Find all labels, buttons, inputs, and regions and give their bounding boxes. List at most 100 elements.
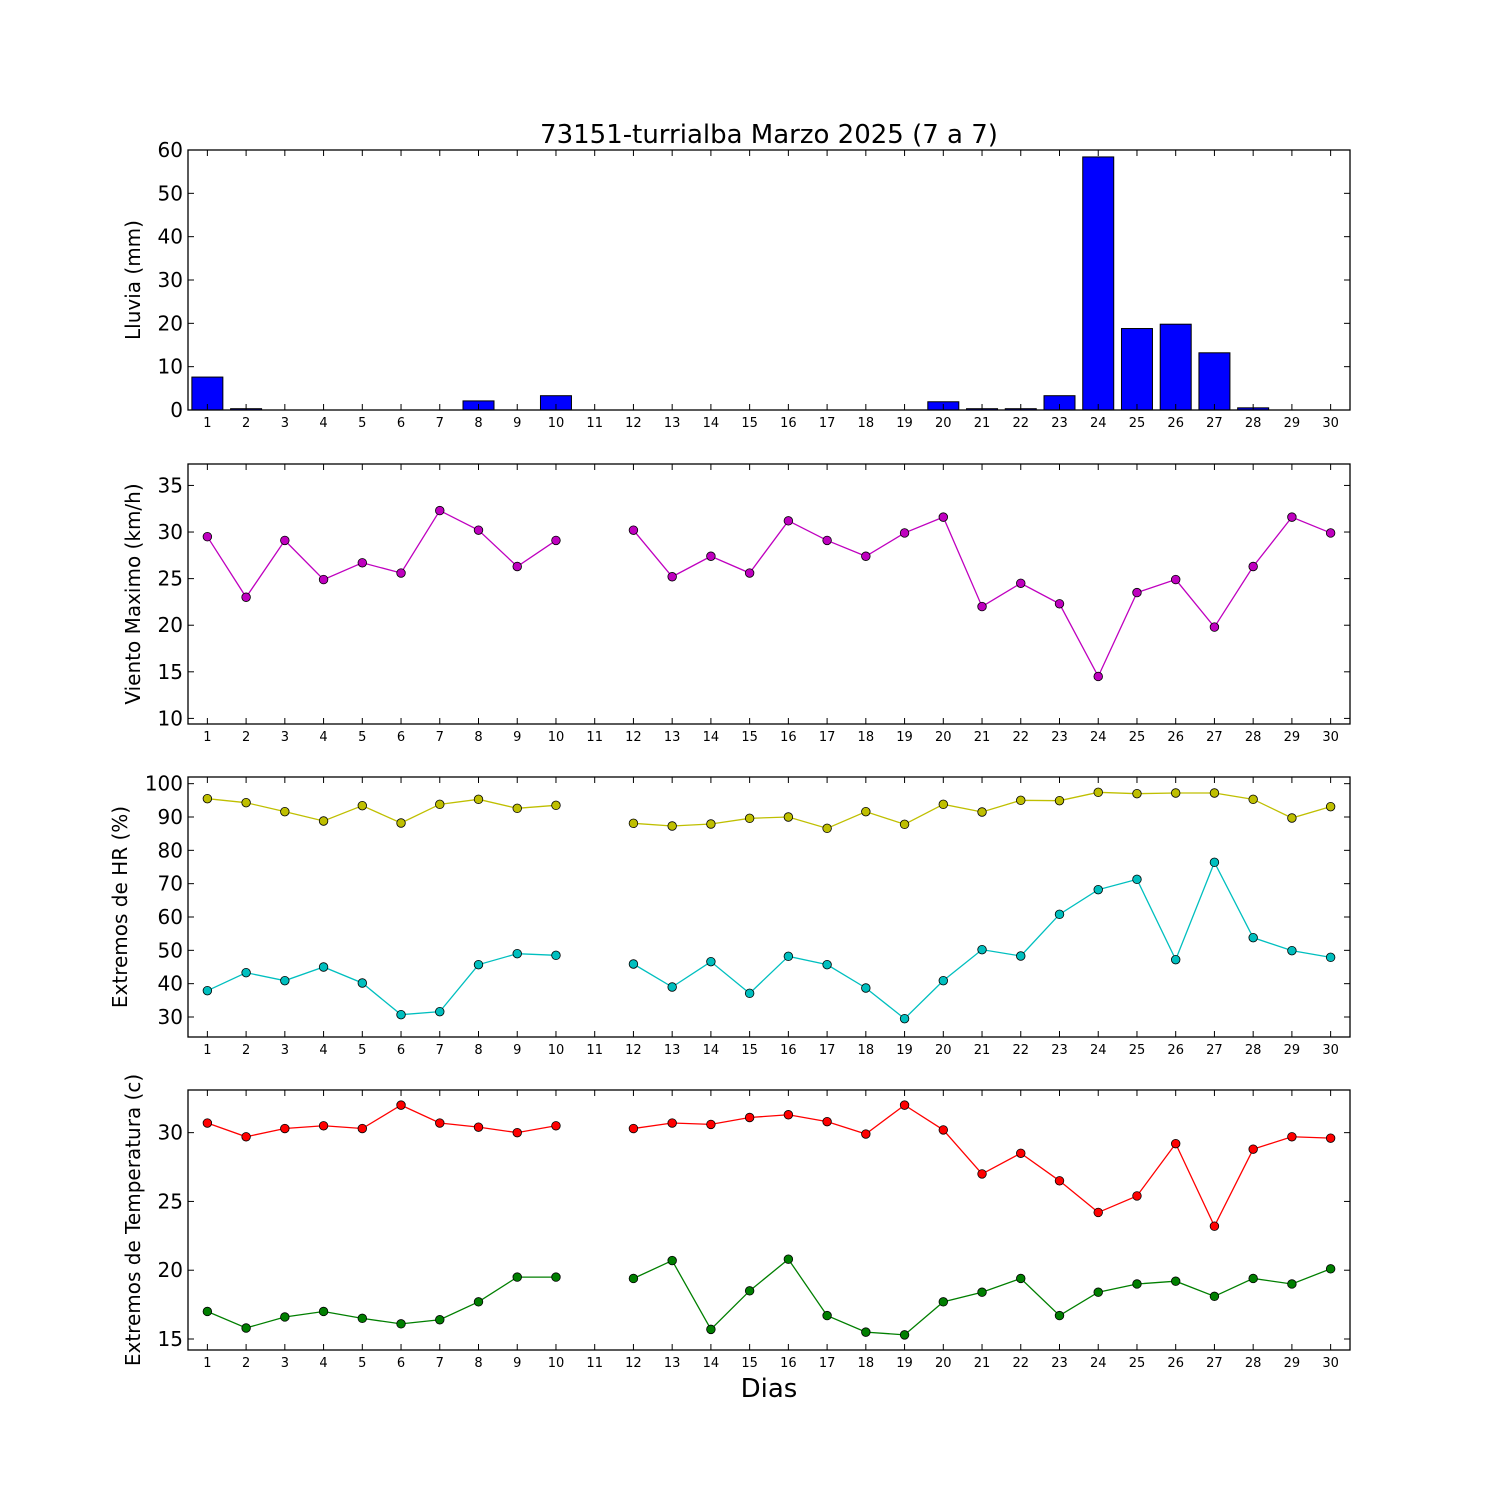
x-tick-label: 19 xyxy=(896,416,913,431)
x-tick-label: 4 xyxy=(319,1043,327,1058)
x-tick-label: 10 xyxy=(548,730,565,745)
data-point xyxy=(822,1116,832,1127)
x-tick-label: 10 xyxy=(548,1356,565,1371)
series-line xyxy=(206,509,557,599)
x-tick-label: 27 xyxy=(1206,1356,1223,1371)
data-point xyxy=(899,1330,910,1340)
x-tick-label: 7 xyxy=(436,416,444,431)
x-tick-label: 3 xyxy=(281,730,289,745)
data-point xyxy=(628,818,639,829)
data-point xyxy=(861,551,871,561)
data-point xyxy=(1132,1279,1142,1289)
data-point xyxy=(667,982,677,992)
data-point xyxy=(783,1254,794,1264)
x-tick-label: 6 xyxy=(397,730,405,745)
data-point xyxy=(822,823,832,834)
data-point xyxy=(628,1273,639,1284)
x-tick-label: 29 xyxy=(1284,1043,1301,1058)
data-point xyxy=(512,948,522,959)
data-point xyxy=(435,1006,445,1017)
data-point xyxy=(899,1100,910,1110)
x-tick-label: 16 xyxy=(780,1043,797,1058)
data-point xyxy=(357,800,368,811)
x-tick-label: 29 xyxy=(1284,416,1301,431)
x-tick-label: 2 xyxy=(242,1043,250,1058)
x-tick-label: 30 xyxy=(1322,416,1339,431)
data-point xyxy=(1209,788,1220,798)
y-tick-label: 30 xyxy=(158,268,183,292)
data-point xyxy=(512,561,522,572)
data-point xyxy=(202,793,213,804)
x-tick-label: 25 xyxy=(1129,730,1146,745)
x-tick-label: 26 xyxy=(1167,1043,1184,1058)
data-point xyxy=(512,803,522,814)
data-point xyxy=(1093,1207,1103,1218)
data-point xyxy=(1054,1310,1065,1321)
x-tick-label: 9 xyxy=(513,416,521,431)
x-tick-label: 17 xyxy=(819,1043,836,1058)
x-tick-label: 26 xyxy=(1167,416,1184,431)
data-point xyxy=(628,959,639,969)
x-tick-label: 4 xyxy=(319,1356,327,1371)
x-tick-label: 14 xyxy=(703,1043,720,1058)
data-point xyxy=(318,816,329,826)
data-point xyxy=(241,797,251,808)
bar xyxy=(1198,352,1231,411)
data-point xyxy=(202,1118,213,1128)
x-tick-label: 12 xyxy=(625,1356,642,1371)
data-point xyxy=(783,951,794,962)
x-tick-label: 1 xyxy=(203,1043,211,1058)
x-tick-label: 26 xyxy=(1167,1356,1184,1371)
x-tick-label: 20 xyxy=(935,416,952,431)
x-tick-label: 7 xyxy=(436,1356,444,1371)
x-tick-label: 15 xyxy=(741,416,758,431)
data-point xyxy=(241,1323,251,1333)
x-tick-label: 24 xyxy=(1090,1043,1107,1058)
x-tick-label: 20 xyxy=(935,730,952,745)
series-line xyxy=(632,516,1331,678)
data-point xyxy=(357,1313,368,1324)
x-tick-label: 17 xyxy=(819,416,836,431)
data-point xyxy=(977,1169,987,1179)
y-tick-label: 70 xyxy=(158,872,183,896)
x-tick-label: 21 xyxy=(974,416,991,431)
data-point xyxy=(977,1287,987,1297)
data-point xyxy=(1016,1273,1026,1284)
y-tick-label: 30 xyxy=(158,1005,183,1029)
x-tick-label: 24 xyxy=(1090,730,1107,745)
data-point xyxy=(396,1100,406,1110)
plot-frame xyxy=(187,1089,1351,1351)
x-tick-label: 4 xyxy=(319,416,327,431)
series-2 xyxy=(202,857,1336,1024)
data-point xyxy=(783,516,794,526)
data-point xyxy=(473,959,484,970)
x-tick-label: 11 xyxy=(586,416,603,431)
x-tick-label: 12 xyxy=(625,416,642,431)
data-point xyxy=(1093,671,1103,682)
x-tick-label: 22 xyxy=(1012,416,1029,431)
x-tick-label: 15 xyxy=(741,1043,758,1058)
data-point xyxy=(396,1009,406,1020)
x-tick-label: 20 xyxy=(935,1356,952,1371)
data-point xyxy=(899,819,910,830)
x-tick-label: 6 xyxy=(397,1356,405,1371)
data-point xyxy=(1209,1221,1220,1231)
y-tick-label: 35 xyxy=(158,473,183,497)
x-tick-label: 10 xyxy=(548,1043,565,1058)
data-point xyxy=(1209,622,1220,632)
data-point xyxy=(1248,1144,1258,1154)
x-tick-label: 25 xyxy=(1129,1356,1146,1371)
x-tick-label: 20 xyxy=(935,1043,952,1058)
series-1 xyxy=(202,787,1336,834)
x-axis-label: Dias xyxy=(741,1374,798,1404)
data-point xyxy=(628,525,639,535)
plot-frame xyxy=(187,463,1351,725)
x-tick-label: 23 xyxy=(1051,416,1068,431)
data-point xyxy=(1093,1287,1103,1297)
x-tick-label: 28 xyxy=(1245,416,1262,431)
data-point xyxy=(783,1110,794,1120)
data-point xyxy=(280,975,290,986)
data-point xyxy=(280,1312,290,1322)
